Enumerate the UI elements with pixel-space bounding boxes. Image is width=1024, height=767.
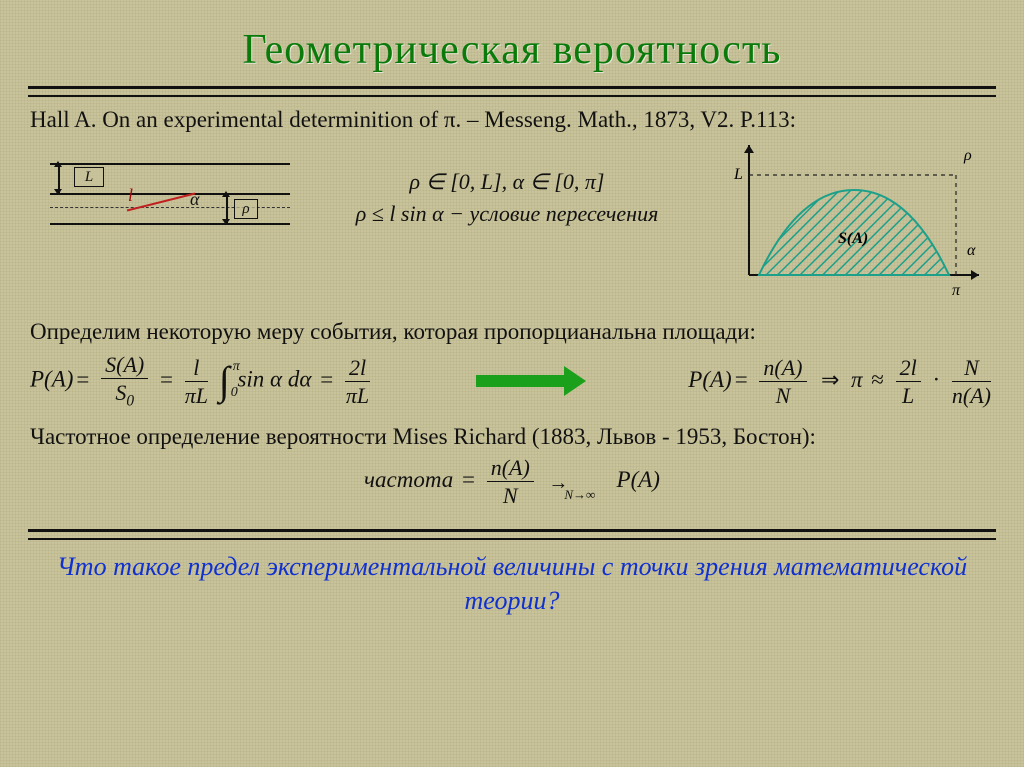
rho-label: ρ (234, 199, 258, 219)
res-num: 2l (345, 356, 370, 382)
diagram-row: L ρ l α ρ ∈ [0, L], α ∈ [0, π] ρ ≤ l sin… (30, 141, 994, 305)
res-den: πL (345, 382, 370, 407)
mises-text: Частотное определение вероятности Mises … (30, 424, 994, 450)
probability-formula-row: P(A)= S(A)S0 = lπL ∫π0 sin α dα = 2lπL P… (30, 353, 994, 410)
needle (127, 193, 195, 212)
freq-na: n(A) (487, 456, 534, 482)
int-lb: 0 (231, 389, 238, 397)
pi: π (851, 367, 863, 392)
pa2: P(A) (688, 367, 731, 392)
define-measure-text: Определим некоторую меру события, котора… (30, 319, 994, 345)
graph-SA-label: S(A) (838, 230, 868, 247)
integrand: sin α dα (237, 367, 311, 392)
s0-den: S0 (101, 379, 148, 410)
graph-L-label: L (733, 166, 743, 183)
limit-sub: N→∞ (564, 487, 595, 502)
pi-estimate-formula: P(A)= n(A)N ⇒ π ≈ 2lL · Nn(A) (688, 356, 994, 407)
freq-pa: P(A) (617, 467, 660, 492)
l-num: l (185, 356, 208, 382)
L2: L (896, 382, 921, 407)
arrow-icon (476, 371, 586, 391)
na: n(A) (759, 356, 806, 382)
sa-num: S(A) (101, 353, 148, 379)
pil-den: πL (185, 382, 208, 407)
alpha-label: α (190, 189, 199, 210)
domain-equations: ρ ∈ [0, L], α ∈ [0, π] ρ ≤ l sin α − усл… (290, 141, 724, 233)
domain-eq: ρ ∈ [0, L], α ∈ [0, π] (290, 169, 724, 195)
integral-sign: ∫π0 (217, 369, 232, 393)
implies: ⇒ (821, 367, 839, 392)
graph-svg: L ρ α π S(A) (724, 135, 994, 305)
freq-eq: = (459, 467, 478, 492)
l-label: l (128, 185, 133, 206)
prob-integral-formula: P(A)= S(A)S0 = lπL ∫π0 sin α dα = 2lπL (30, 353, 373, 410)
na2: n(A) (952, 382, 991, 407)
graph-alpha-label: α (967, 242, 976, 259)
freq-label: частота (364, 467, 453, 492)
limit-arrow: →N→∞ (548, 472, 599, 494)
sin-area-graph: L ρ α π S(A) (724, 135, 994, 305)
int-ub: π (233, 363, 240, 371)
pa: P(A) (30, 367, 73, 392)
intersection-prefix: ρ ≤ l sin α − (356, 201, 470, 226)
divider-top (28, 86, 996, 97)
reference-text: Hall A. On an experimental determinition… (30, 107, 994, 133)
divider-bottom (28, 529, 996, 540)
n: N (759, 382, 806, 407)
buffon-line-diagram: L ρ l α (30, 147, 290, 237)
intersection-eq: ρ ≤ l sin α − условие пересечения (290, 201, 724, 227)
frequency-formula: частота = n(A)N →N→∞ P(A) (0, 456, 1024, 507)
L-label: L (74, 167, 104, 187)
dot: · (929, 367, 943, 392)
intersection-text: условие пересечения (470, 201, 659, 226)
question-text: Что такое предел экспериментальной велич… (40, 550, 984, 618)
page-title: Геометрическая вероятность (0, 0, 1024, 74)
graph-pi-label: π (952, 282, 961, 299)
N2: N (952, 356, 991, 382)
approx: ≈ (868, 367, 887, 392)
2l: 2l (896, 356, 921, 382)
graph-rho-label: ρ (963, 147, 972, 164)
freq-n: N (487, 482, 534, 507)
